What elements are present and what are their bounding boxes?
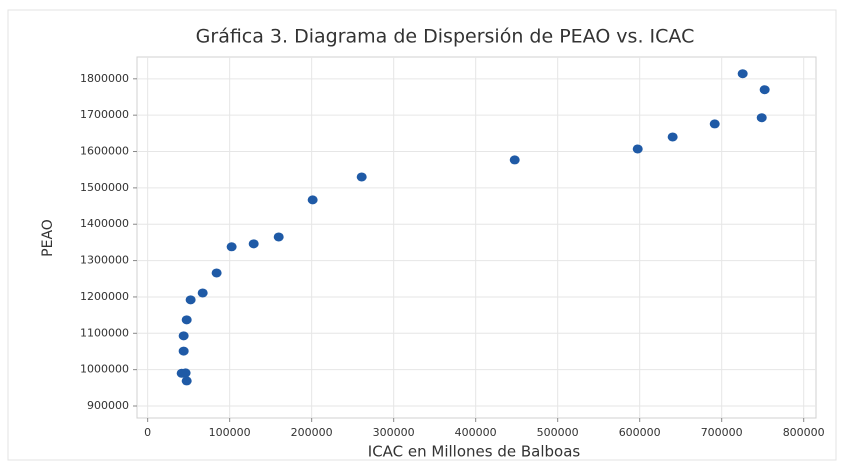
point: [178, 346, 189, 356]
y-tick-label: 1100000: [80, 326, 129, 339]
point: [709, 119, 720, 129]
x-tick-label: 200000: [291, 426, 333, 439]
point: [273, 232, 284, 242]
y-tick-label: 1300000: [80, 254, 129, 267]
point: [178, 331, 189, 341]
y-tick-label: 900000: [87, 399, 129, 412]
x-axis-label: ICAC en Millones de Balboas: [368, 443, 581, 461]
x-tick-label: 600000: [619, 426, 661, 439]
y-tick-label: 1500000: [80, 181, 129, 194]
point: [181, 315, 192, 325]
x-tick-label: 100000: [209, 426, 251, 439]
y-axis-label: PEAO: [40, 219, 56, 257]
y-tick-label: 1200000: [80, 290, 129, 303]
y-tick-label: 1000000: [80, 363, 129, 376]
point: [759, 85, 770, 95]
x-tick-label: 500000: [537, 426, 579, 439]
point: [756, 113, 767, 123]
point: [667, 132, 678, 142]
y-tick-label: 1600000: [80, 145, 129, 158]
x-tick-label: 400000: [455, 426, 497, 439]
x-tick-label: 700000: [701, 426, 743, 439]
point: [197, 288, 208, 298]
point: [307, 195, 318, 205]
chart-title: Gráfica 3. Diagrama de Dispersión de PEA…: [196, 26, 695, 48]
point: [181, 376, 192, 386]
point: [226, 242, 237, 252]
point: [356, 172, 367, 182]
point: [211, 268, 222, 278]
point: [737, 69, 748, 79]
x-tick-label: 800000: [783, 426, 825, 439]
point: [248, 239, 259, 249]
point: [176, 368, 187, 378]
y-tick-label: 1400000: [80, 217, 129, 230]
plot-area: [136, 56, 817, 419]
y-tick-label: 1800000: [80, 72, 129, 85]
point: [509, 155, 520, 165]
y-tick-label: 1700000: [80, 108, 129, 121]
point: [185, 295, 196, 305]
point: [632, 144, 643, 154]
x-tick-label: 300000: [373, 426, 415, 439]
x-tick-label: 0: [144, 426, 151, 439]
